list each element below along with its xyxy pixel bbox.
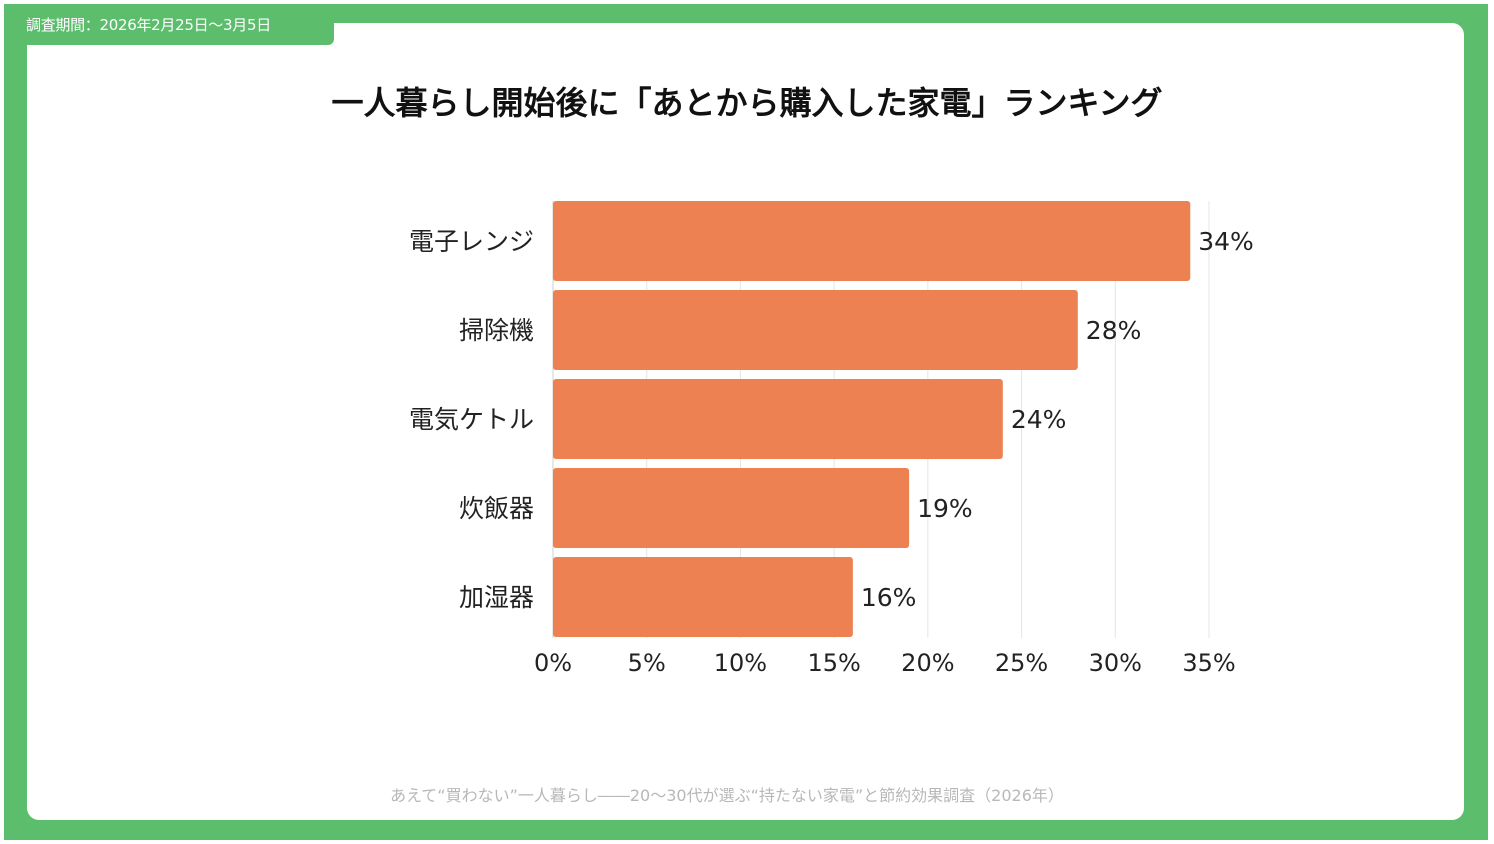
chart-title: 一人暮らし開始後に「あとから購入した家電」ランキング: [331, 84, 1163, 122]
x-tick-label: 30%: [1089, 649, 1142, 677]
category-label: 電気ケトル: [409, 405, 534, 434]
value-label: 28%: [1086, 316, 1142, 345]
x-tick-label: 25%: [995, 649, 1048, 677]
value-label: 16%: [861, 583, 917, 612]
category-label: 炊飯器: [459, 494, 534, 523]
bar-5: [553, 557, 853, 637]
category-label: 加湿器: [459, 583, 534, 612]
bar-1: [553, 201, 1191, 281]
value-label: 34%: [1198, 227, 1254, 256]
value-label: 24%: [1011, 405, 1067, 434]
x-tick-label: 35%: [1182, 649, 1235, 677]
survey-period-tab: [4, 4, 334, 45]
category-label: 電子レンジ: [409, 227, 534, 256]
source-footnote: あえて“買わない”一人暮らし――20〜30代が選ぶ“持たない家電”と節約効果調査…: [390, 786, 1064, 805]
value-label: 19%: [917, 494, 973, 523]
x-tick-label: 20%: [901, 649, 954, 677]
x-tick-label: 0%: [534, 649, 572, 677]
bar-3: [553, 379, 1003, 459]
bars: [553, 201, 1191, 637]
survey-period-text: 調査期間：2026年2月25日～3月5日: [26, 16, 271, 34]
category-label: 掃除機: [459, 316, 534, 345]
x-tick-label: 5%: [628, 649, 666, 677]
x-tick-label: 10%: [714, 649, 767, 677]
labels: 0% 5% 10% 15% 20% 25% 30% 35% 電子レンジ 34% 掃除機 28% 電気ケト…: [409, 227, 1254, 677]
bar-4: [553, 468, 910, 548]
bar-2: [553, 290, 1078, 370]
x-tick-label: 15%: [807, 649, 860, 677]
